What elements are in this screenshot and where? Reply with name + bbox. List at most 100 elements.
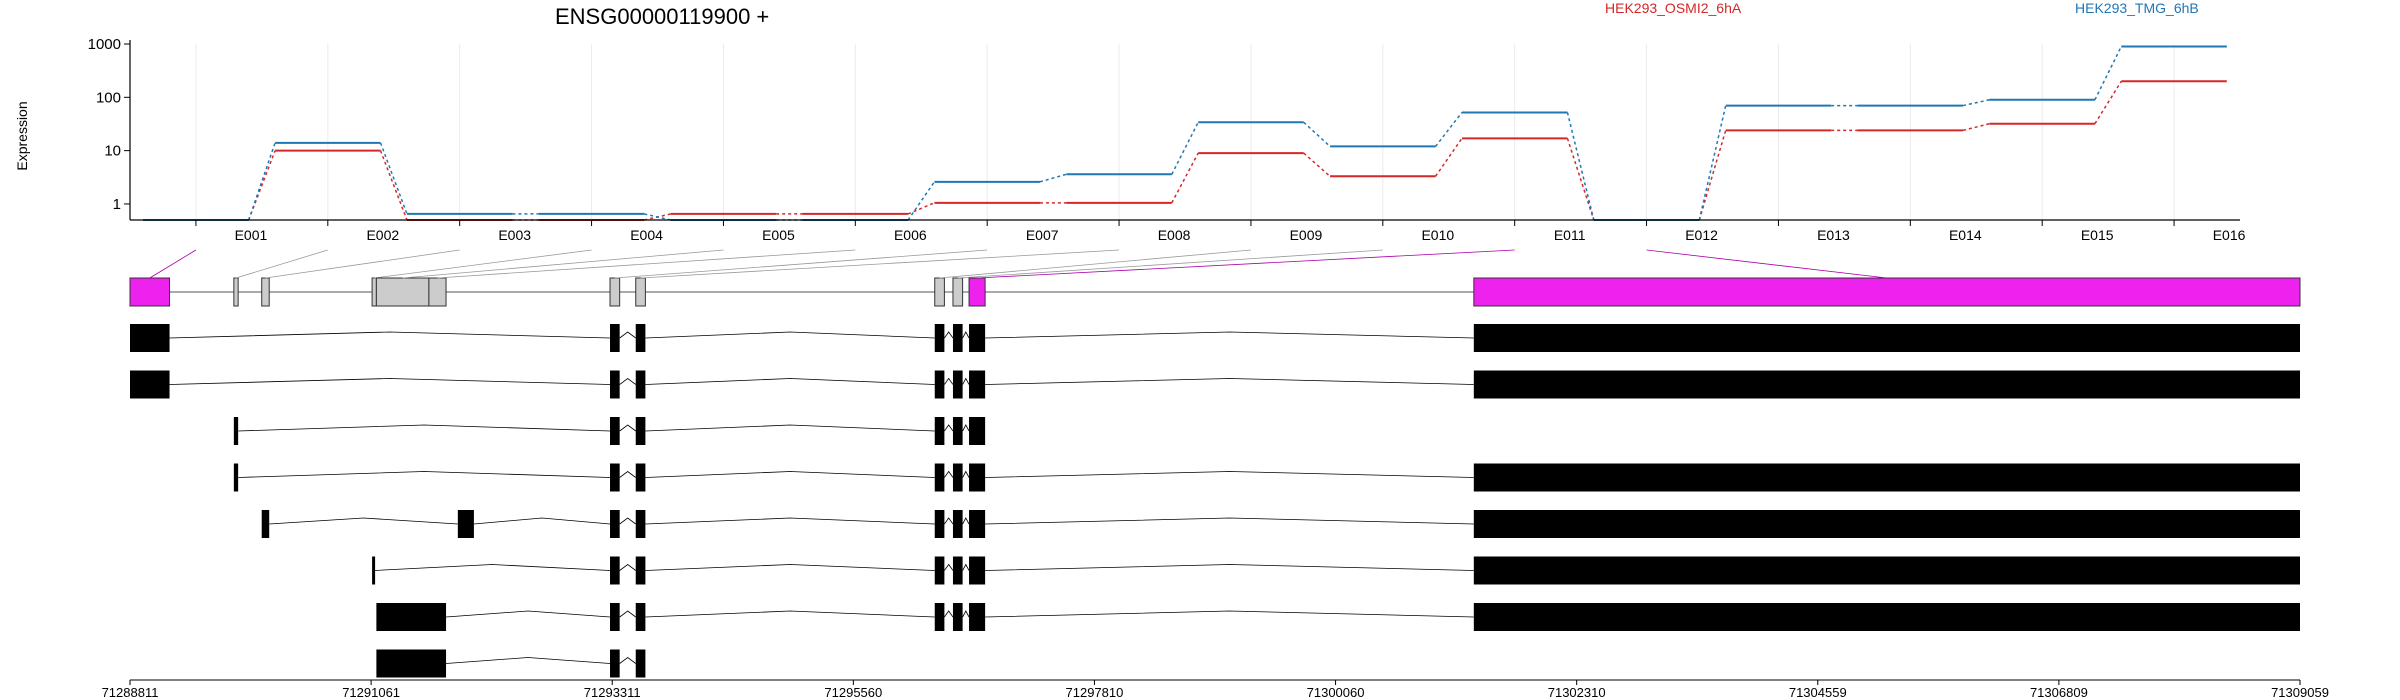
series-connector <box>1566 138 1595 221</box>
transcript-intron <box>944 424 954 432</box>
transcript-intron <box>619 471 636 478</box>
chart-title: ENSG00000119900 + <box>555 4 769 29</box>
transcript-intron <box>238 424 611 432</box>
transcript-exon <box>635 324 646 352</box>
transcript-intron <box>169 331 611 339</box>
transcript-intron <box>985 471 1474 478</box>
transcript-7 <box>376 603 2300 631</box>
transcript-exon <box>969 556 986 585</box>
transcript-exon <box>1473 510 2300 538</box>
transcript-exon <box>1473 556 2300 585</box>
transcript-1 <box>130 324 2300 352</box>
transcript-intron <box>619 331 636 339</box>
genomic-tick-label: 71304559 <box>1789 685 1847 700</box>
transcript-exon <box>934 417 945 445</box>
series-connector <box>644 213 671 221</box>
transcript-exon <box>1473 324 2300 352</box>
transcript-exon <box>610 649 620 678</box>
x-tick-label: E004 <box>630 227 663 243</box>
y-axis-label: Expression <box>14 101 30 170</box>
y-tick-label: 1000 <box>88 36 121 53</box>
transcript-intron <box>645 610 935 618</box>
exon-box <box>952 277 964 307</box>
exon-box <box>428 277 447 307</box>
series-connector <box>1171 152 1199 204</box>
transcript-exon <box>1473 370 2300 399</box>
exon-bin-connector <box>640 249 1120 279</box>
transcript-exon <box>952 556 963 585</box>
transcript-intron <box>944 517 954 525</box>
x-tick-label: E011 <box>1554 227 1586 243</box>
transcript-intron <box>645 564 935 571</box>
transcript-intron <box>962 517 970 525</box>
transcript-exon <box>952 510 963 538</box>
exon-bin-connector <box>614 249 988 279</box>
series-connector <box>1434 137 1463 177</box>
transcript-exon <box>610 463 620 492</box>
x-tick-label: E013 <box>1817 227 1850 243</box>
transcript-intron <box>962 377 970 385</box>
transcript-intron <box>645 378 935 385</box>
transcript-intron <box>944 470 954 478</box>
x-tick-label: E015 <box>2081 227 2114 243</box>
transcript-exon <box>457 510 474 538</box>
genomic-tick-label: 71297810 <box>1066 685 1124 700</box>
series-connector <box>1698 105 1727 221</box>
x-tick-label: E005 <box>762 227 795 243</box>
transcript-exon <box>635 417 646 445</box>
genomic-tick-label: 71306809 <box>2030 685 2088 700</box>
series-connector <box>907 202 935 215</box>
exon-bin-connector <box>265 249 460 279</box>
transcript-exon <box>130 324 170 352</box>
transcript-exon <box>952 324 963 352</box>
exon-box <box>371 277 377 307</box>
transcript-exon <box>969 463 986 492</box>
series-connector <box>1303 152 1331 177</box>
transcript-2 <box>130 370 2300 399</box>
transcript-exon <box>610 417 620 445</box>
transcript-exon <box>1473 463 2300 492</box>
transcript-exon <box>635 370 646 399</box>
transcript-intron <box>619 657 636 664</box>
x-tick-label: E009 <box>1290 227 1323 243</box>
transcript-exon <box>952 417 963 445</box>
exon-bin-connector <box>437 249 856 279</box>
exon-box <box>635 277 646 307</box>
exon-box <box>375 277 430 307</box>
transcript-exon <box>610 556 620 585</box>
x-tick-label: E002 <box>366 227 399 243</box>
x-tick-label: E008 <box>1158 227 1191 243</box>
transcript-exon <box>233 463 239 492</box>
transcript-intron <box>645 517 935 525</box>
exon-box <box>934 277 945 307</box>
transcript-intron <box>645 331 935 339</box>
genomic-tick-label: 71295560 <box>824 685 882 700</box>
transcript-exon <box>969 324 986 352</box>
x-tick-label: E012 <box>1685 227 1718 243</box>
transcript-exon <box>934 324 945 352</box>
transcript-intron <box>944 377 954 385</box>
series-connector <box>1962 99 1990 107</box>
transcript-exon <box>610 603 620 631</box>
transcript-exon <box>376 649 447 678</box>
x-tick-label: E003 <box>498 227 531 243</box>
transcript-intron <box>985 517 1474 525</box>
transcript-exon <box>934 510 945 538</box>
x-tick-label: E014 <box>1949 227 1982 243</box>
series-connector <box>379 150 408 221</box>
y-tick-label: 1 <box>113 196 121 213</box>
transcript-exon <box>969 417 986 445</box>
series-connector <box>379 142 408 215</box>
transcript-exon <box>934 370 945 399</box>
series-connector <box>1039 173 1067 183</box>
transcript-exon <box>610 324 620 352</box>
transcript-intron <box>985 378 1474 385</box>
transcript-intron <box>619 564 636 571</box>
transcript-intron <box>944 331 954 339</box>
x-tick-label: E016 <box>2213 227 2246 243</box>
series-connector <box>247 150 276 221</box>
transcript-exon <box>934 603 945 631</box>
transcript-intron <box>473 517 611 525</box>
genomic-tick-label: 71288811 <box>102 685 159 700</box>
